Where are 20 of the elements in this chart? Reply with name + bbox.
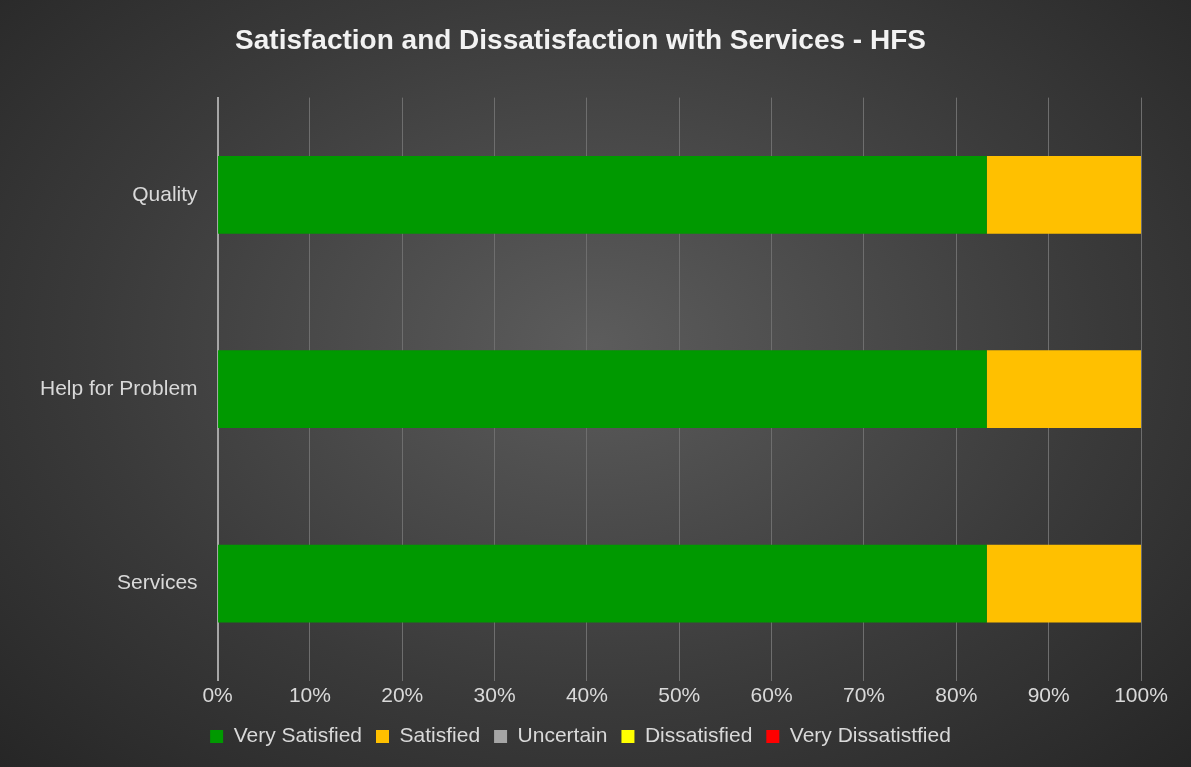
x-tick-label: 90% xyxy=(1027,683,1070,707)
legend-label: Very Dissatistfied xyxy=(789,723,951,747)
legend-label: Very Satisfied xyxy=(233,723,363,747)
x-tick-label: 10% xyxy=(288,683,331,707)
x-tick-label: 70% xyxy=(842,683,885,707)
chart-title: Satisfaction and Dissatisfaction with Services - HFS xyxy=(235,23,926,55)
legend-label: Uncertain xyxy=(517,723,608,747)
x-tick-label: 0% xyxy=(202,683,233,707)
legend-label: Satisfied xyxy=(399,723,481,747)
x-tick-label: 40% xyxy=(565,683,608,707)
legend-label: Dissatisfied xyxy=(644,723,753,747)
x-tick-label: 50% xyxy=(658,683,701,707)
x-tick-label: 80% xyxy=(935,683,978,707)
y-tick-label: Help for Problem xyxy=(40,376,198,399)
y-tick-label: Quality xyxy=(132,181,199,205)
x-tick-label: 60% xyxy=(750,683,793,707)
y-tick-label: Services xyxy=(117,570,198,594)
x-tick-label: 20% xyxy=(381,683,424,707)
x-tick-label: 100% xyxy=(1114,683,1168,707)
x-tick-label: 30% xyxy=(473,683,516,707)
